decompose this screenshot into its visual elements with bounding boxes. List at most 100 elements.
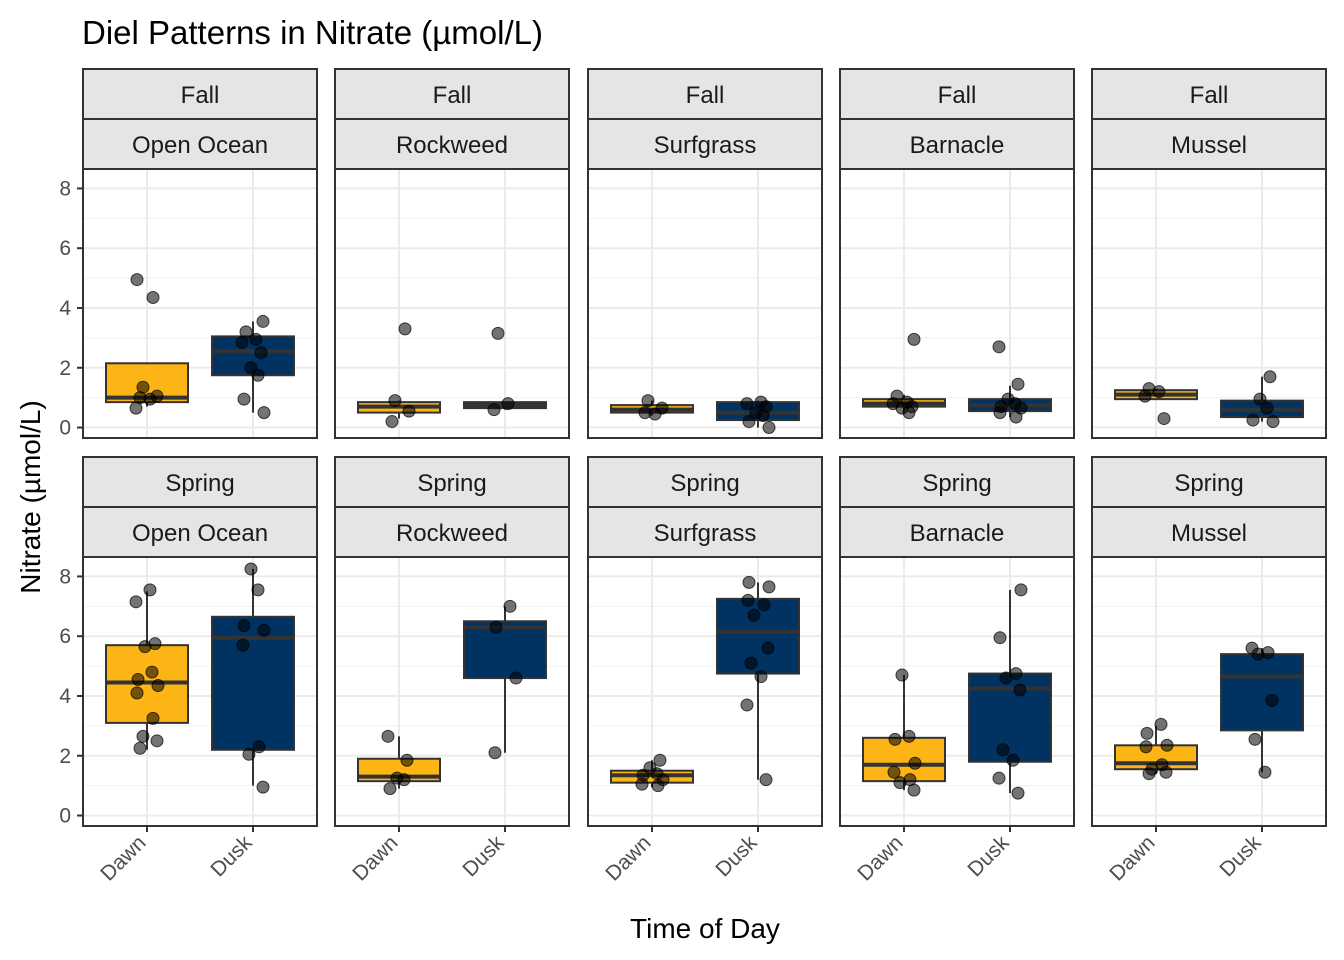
y-tick-label: 0 [59,805,71,828]
box-dusk [1220,641,1304,779]
y-tick-label: 4 [59,685,71,708]
data-point [740,397,754,411]
strip-habitat-bg [1091,118,1327,170]
panel-border [839,168,1075,439]
box-iqr [1220,653,1304,732]
data-point [487,403,501,417]
data-point [236,638,250,652]
y-tick-label: 8 [59,177,71,200]
panel-background [840,169,1074,438]
strip-season-bg [82,68,318,120]
data-point [244,562,258,576]
box-dawn [105,583,189,755]
y-tick-label: 6 [59,625,71,648]
data-point [252,740,266,754]
data-point [509,671,523,685]
data-point [742,415,756,429]
data-point [761,641,775,655]
data-point [641,394,655,408]
data-point [653,753,667,767]
box-dawn [1114,717,1198,781]
data-point [251,583,265,597]
box-dusk [211,314,295,420]
data-point [151,679,165,693]
data-point [385,415,399,429]
data-point [908,756,922,770]
strip-season-label: Fall [1190,82,1229,109]
y-tick-label: 6 [59,237,71,260]
data-point [1013,683,1027,697]
data-point [1011,377,1025,391]
data-point [1154,717,1168,731]
data-point [1160,738,1174,752]
box-dawn [610,394,694,421]
data-point [1006,753,1020,767]
box-dawn [1114,382,1198,426]
strip-season-bg [334,456,570,508]
strip-habitat-bg [82,506,318,558]
data-point [249,332,263,346]
data-point [999,671,1013,685]
strip-season-bg [334,68,570,120]
data-point [1014,583,1028,597]
data-point [907,783,921,797]
panel-background [588,169,822,438]
panel-fall-barnacle: Fall Barnacle [839,68,1075,439]
strip-season-label: Fall [181,82,220,109]
strip-habitat-bg [82,118,318,170]
data-point [235,335,249,349]
data-point [488,746,502,760]
data-point [381,729,395,743]
data-point [1263,370,1277,384]
data-point [744,656,758,670]
strip-season-bg [839,68,1075,120]
data-point [741,593,755,607]
panel-fall-open-ocean: Fall Open Ocean 0 2 4 6 8 [59,68,318,440]
data-point [242,747,256,761]
panel-border [82,556,318,827]
strip-habitat-label: Barnacle [910,520,1005,547]
y-tick-label: 2 [59,745,71,768]
box-iqr [716,597,800,675]
strip-season-label: Spring [165,470,234,497]
data-point [1139,740,1153,754]
data-point [1265,693,1279,707]
data-point [635,777,649,791]
y-tick-label: 2 [59,357,71,380]
box-dusk [716,575,800,787]
data-point [1258,765,1272,779]
data-point [651,779,665,793]
data-point [1248,732,1262,746]
box-dawn [610,753,694,793]
data-point [501,397,515,411]
data-point [503,599,517,613]
data-point [907,332,921,346]
strip-season-label: Fall [938,82,977,109]
box-dawn [105,273,189,415]
box-dusk [968,340,1052,424]
strip-season-label: Fall [433,82,472,109]
data-point [398,322,412,336]
data-point [251,368,265,382]
data-point [648,407,662,421]
data-point [757,598,771,612]
data-point [129,595,143,609]
box-dawn [862,668,946,797]
strip-habitat-label: Mussel [1171,520,1247,547]
strip-season-bg [587,68,823,120]
strip-habitat-label: Rockweed [396,132,508,159]
data-point [1142,767,1156,781]
panel-border [1091,556,1327,827]
data-point [1140,726,1154,740]
panel-border [587,556,823,827]
data-point [992,340,1006,354]
strip-season-bg [839,456,1075,508]
strip-habitat-label: Open Ocean [132,520,268,547]
panel-border [587,168,823,439]
box-dusk [211,562,295,794]
panel-background [335,169,569,438]
